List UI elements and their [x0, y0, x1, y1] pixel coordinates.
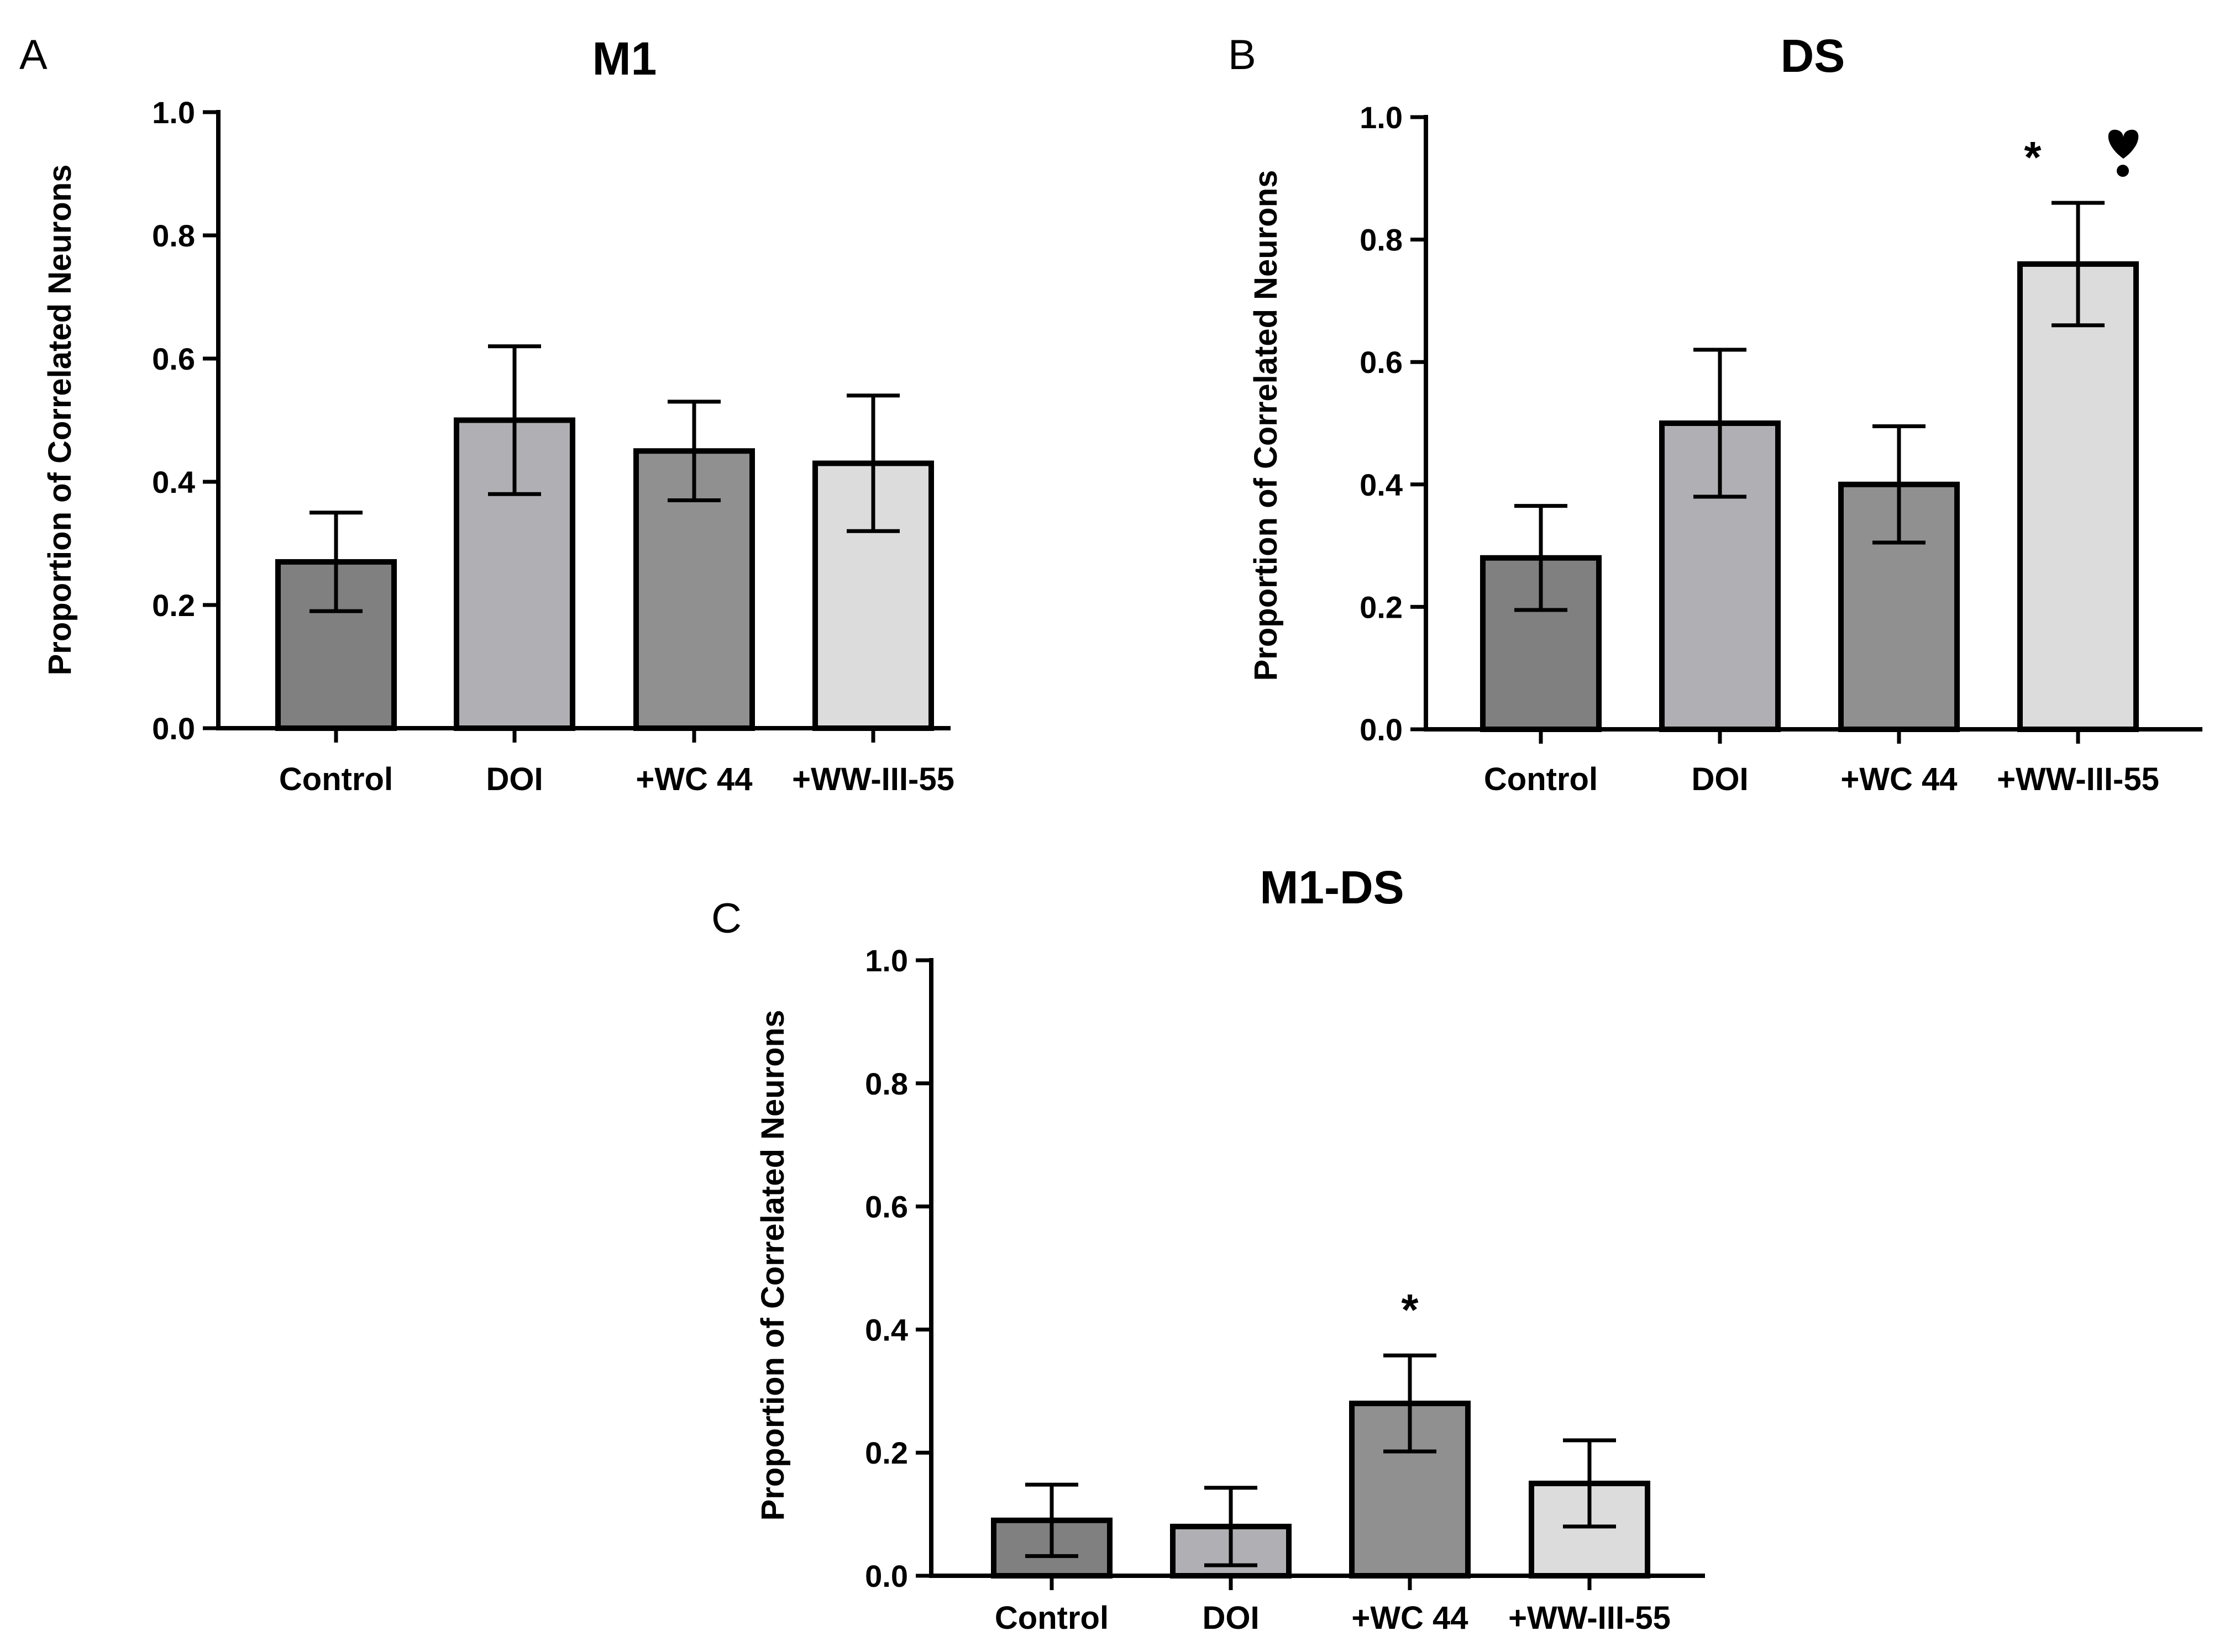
chart-title: M1-DS: [1260, 861, 1404, 913]
chart-title: M1: [592, 33, 657, 85]
x-tick-label-3: +WW-III-55: [1997, 761, 2159, 797]
x-tick-label-2: +WC 44: [1840, 761, 1957, 797]
y-tick-label-2: 0.4: [865, 1312, 908, 1347]
y-tick-label-4: 0.8: [1360, 223, 1403, 257]
bar-3: [2017, 261, 2139, 733]
y-tick-label-2: 0.4: [1360, 467, 1403, 502]
panel-c: C M1-DS Proportion of Correlated Neurons Co…: [711, 861, 1705, 1636]
y-tick-label-1: 0.2: [1360, 590, 1403, 624]
panel-b: B DS Proportion of Correlated Neurons Contr…: [1228, 30, 2202, 797]
y-tick-label-0: 0.0: [865, 1559, 908, 1593]
chart-title: DS: [1781, 30, 1845, 82]
y-tick-label-2: 0.4: [152, 465, 195, 499]
significance-asterisk-3: *: [2024, 133, 2042, 182]
y-tick-label-5: 1.0: [152, 95, 195, 130]
panel-letter: A: [19, 31, 48, 78]
y-tick-label-3: 0.6: [865, 1190, 908, 1224]
x-tick-label-0: Control: [279, 761, 393, 797]
y-tick-label-4: 0.8: [865, 1066, 908, 1101]
spade-shape: [2108, 129, 2139, 159]
x-tick-label-1: DOI: [1691, 761, 1748, 797]
y-tick-label-3: 0.6: [1360, 345, 1403, 380]
x-tick-label-3: +WW-III-55: [792, 761, 954, 797]
x-tick-label-2: +WC 44: [1351, 1600, 1468, 1636]
spade-dot: [2117, 165, 2129, 177]
x-tick-label-3: +WW-III-55: [1508, 1600, 1671, 1636]
y-tick-label-5: 1.0: [1360, 100, 1403, 135]
y-tick-label-0: 0.0: [1360, 712, 1403, 747]
y-tick-label-1: 0.2: [865, 1435, 908, 1470]
x-tick-label-1: DOI: [486, 761, 543, 797]
significance-spade-mark-3: [2108, 129, 2139, 177]
y-tick-label-1: 0.2: [152, 588, 195, 623]
x-tick-label-0: Control: [1484, 761, 1598, 797]
x-tick-label-1: DOI: [1202, 1600, 1259, 1636]
y-tick-label-4: 0.8: [152, 218, 195, 253]
panel-a: A M1 Proportion of Correlated Neurons Contr…: [19, 31, 954, 797]
y-tick-label-5: 1.0: [865, 943, 908, 978]
y-axis-label: Proportion of Correlated Neurons: [755, 1010, 791, 1521]
panel-letter: B: [1228, 31, 1256, 78]
y-tick-label-0: 0.0: [152, 711, 195, 746]
x-tick-label-0: Control: [995, 1600, 1109, 1636]
x-tick-label-2: +WC 44: [636, 761, 752, 797]
significance-asterisk-2: *: [1401, 1285, 1419, 1334]
y-axis-label: Proportion of Correlated Neurons: [1248, 170, 1284, 681]
panel-letter: C: [711, 895, 742, 942]
y-axis-label: Proportion of Correlated Neurons: [42, 165, 78, 676]
y-tick-label-3: 0.6: [152, 341, 195, 376]
